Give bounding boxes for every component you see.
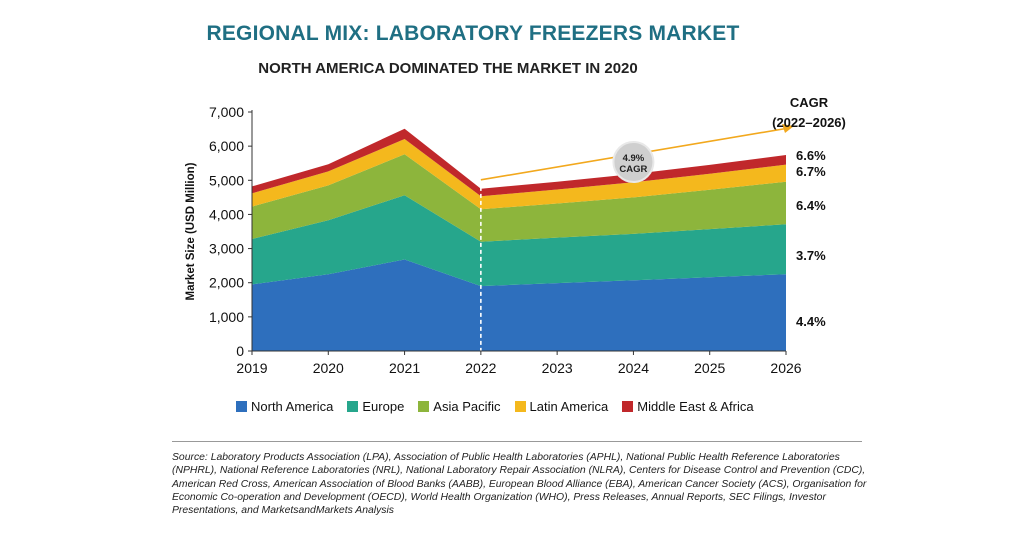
legend-swatch <box>236 401 247 412</box>
legend-swatch <box>347 401 359 412</box>
y-tick-label: 6,000 <box>209 138 244 154</box>
legend-item-middle-east-africa: Middle East & Africa <box>622 399 754 414</box>
cagr-label-series-4: 6.7% <box>796 164 826 179</box>
area-series-5 <box>252 128 786 197</box>
y-tick-label: 2,000 <box>209 275 244 291</box>
x-tick-label: 2025 <box>694 360 725 376</box>
y-tick-label: 4,000 <box>209 206 244 222</box>
chart-legend: North America Europe Asia Pacific Latin … <box>236 399 754 414</box>
y-tick-label: 7,000 <box>209 104 244 120</box>
legend-item-latin-america: Latin America <box>514 399 609 414</box>
y-tick-label: 0 <box>236 343 244 359</box>
x-tick-label: 2019 <box>236 360 267 376</box>
x-tick-label: 2022 <box>465 360 496 376</box>
source-note: Source: Laboratory Products Association … <box>172 452 867 517</box>
growth-arrow-head <box>782 124 794 133</box>
legend-item-north-america: North America <box>236 399 333 414</box>
stacked-area-chart: 0 1,000 2,000 3,000 4,000 5,000 6,000 7,000 2019… <box>185 95 846 376</box>
y-tick-label: 3,000 <box>209 241 244 257</box>
legend-label: North America <box>251 399 334 414</box>
area-series-2 <box>252 195 786 287</box>
y-tick-label: 1,000 <box>209 309 244 325</box>
y-axis-title: Market Size (USD Million) <box>185 162 197 300</box>
x-tick-label: 2024 <box>618 360 649 376</box>
legend-label: Asia Pacific <box>433 399 501 414</box>
chart-title: REGIONAL MIX: LABORATORY FREEZERS MARKET <box>206 22 740 45</box>
cagr-label-series-1: 4.4% <box>796 314 826 329</box>
cagr-header: CAGR <box>790 95 829 110</box>
area-series-3 <box>252 154 786 242</box>
legend-swatch <box>622 401 634 412</box>
legend-swatch <box>514 401 526 412</box>
cagr-period: (2022–2026) <box>772 115 846 130</box>
x-tick-label: 2020 <box>313 360 344 376</box>
chart-subtitle: NORTH AMERICA DOMINATED THE MARKET IN 20… <box>258 60 638 77</box>
legend-item-europe: Europe <box>347 399 404 414</box>
x-tick-label: 2023 <box>542 360 573 376</box>
legend-label: Latin America <box>529 399 609 414</box>
y-tick-label: 5,000 <box>209 172 244 188</box>
legend-swatch <box>418 401 430 412</box>
area-series-1 <box>252 259 786 351</box>
legend-item-asia-pacific: Asia Pacific <box>418 399 501 414</box>
cagr-label-series-2: 3.7% <box>796 248 826 263</box>
legend-label: Europe <box>362 399 405 414</box>
x-tick-label: 2021 <box>389 360 420 376</box>
source-divider <box>172 441 862 442</box>
cagr-bubble-value: 4.9% <box>623 153 645 164</box>
cagr-label-series-3: 6.4% <box>796 198 826 213</box>
legend-label: Middle East & Africa <box>637 399 754 414</box>
x-tick-label: 2026 <box>770 360 801 376</box>
area-series-4 <box>252 139 786 210</box>
cagr-bubble-label: CAGR <box>619 164 647 175</box>
cagr-bubble <box>612 141 655 183</box>
cagr-label-series-5: 6.6% <box>796 148 826 163</box>
